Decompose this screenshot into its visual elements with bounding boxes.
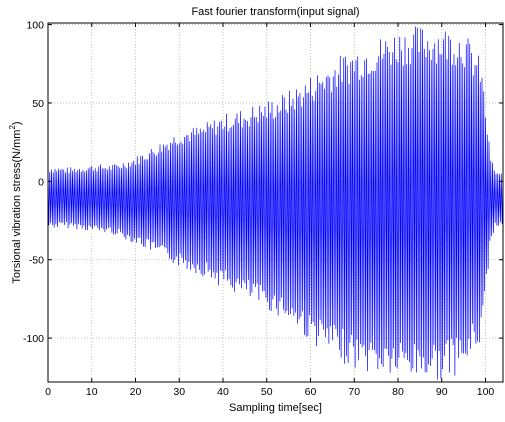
x-tick-label: 60 bbox=[305, 386, 317, 398]
y-axis-label-close: ) bbox=[11, 121, 23, 125]
x-tick-label: 90 bbox=[436, 386, 448, 398]
x-tick-label: 40 bbox=[217, 386, 229, 398]
x-tick-label: 0 bbox=[45, 386, 51, 398]
x-tick-label: 100 bbox=[477, 386, 495, 398]
plot-frame bbox=[47, 22, 504, 383]
axis-ticks bbox=[47, 23, 503, 382]
y-tick-label: 100 bbox=[26, 20, 44, 32]
x-tick-label: 20 bbox=[130, 386, 142, 398]
y-axis-label-superscript: 2 bbox=[8, 125, 17, 130]
x-axis-label: Sampling time[sec] bbox=[229, 402, 322, 414]
y-tick-label: -100 bbox=[23, 333, 44, 345]
x-tick-label: 30 bbox=[173, 386, 185, 398]
y-axis-label-main: Torsional vibration stress(N/mm bbox=[11, 130, 23, 284]
x-tick-label: 70 bbox=[348, 386, 360, 398]
y-tick-label: 50 bbox=[32, 98, 44, 110]
y-tick-label: -50 bbox=[29, 255, 44, 267]
chart-title: Fast fourier transform(input signal) bbox=[191, 6, 359, 18]
x-tick-label: 10 bbox=[86, 386, 98, 398]
x-tick-label: 50 bbox=[261, 386, 273, 398]
y-axis-label: Torsional vibration stress(N/mm2) bbox=[8, 121, 23, 283]
y-tick-label: 0 bbox=[38, 176, 44, 188]
data-area bbox=[47, 26, 504, 380]
tick-labels: 0 10 20 30 40 50 60 70 80 90 100 100 50 0 -50 -100 bbox=[23, 20, 494, 398]
signal-line bbox=[47, 26, 504, 380]
grid-lines bbox=[48, 23, 503, 382]
x-tick-label: 80 bbox=[392, 386, 404, 398]
